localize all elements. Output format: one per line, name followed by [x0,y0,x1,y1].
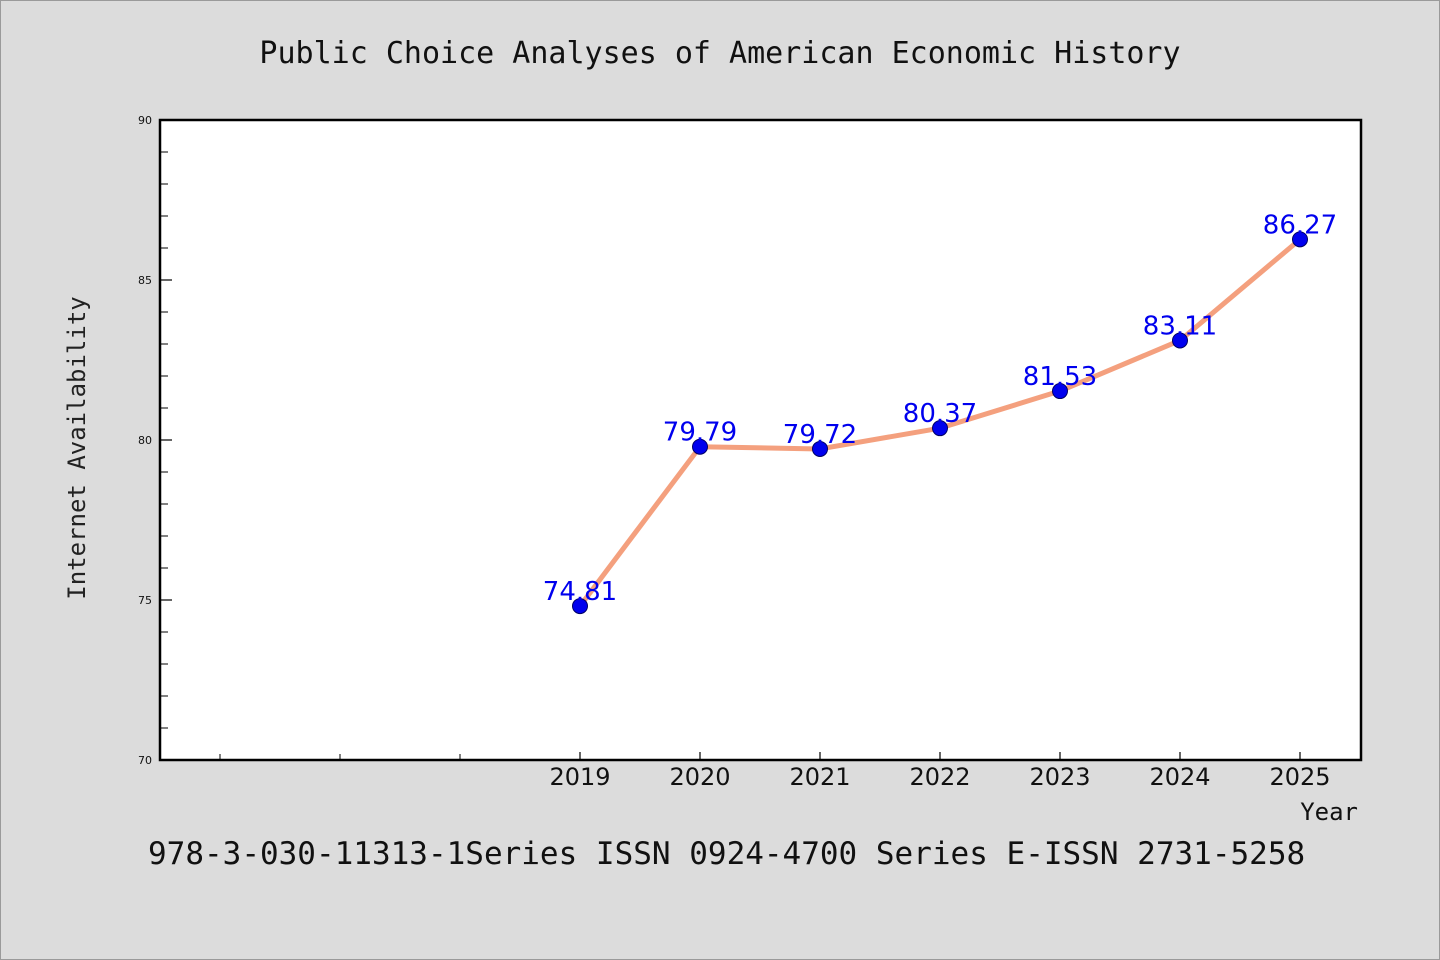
x-tick-label: 2020 [669,763,730,791]
plot-area [158,118,1363,762]
x-tick-label: 2025 [1269,763,1330,791]
data-point [1052,383,1068,400]
data-label: 86.27 [1263,210,1337,240]
y-tick-label: 90 [138,114,152,127]
y-tick-label: 80 [138,434,152,447]
y-tick-label: 75 [138,594,152,607]
data-point [572,598,588,615]
data-label: 79.79 [663,418,737,448]
y-axis-label: Internet Availability [63,296,91,599]
y-tick-label: 85 [138,274,152,287]
data-point [932,420,948,437]
data-point [692,438,708,455]
data-point [1292,231,1308,248]
data-point [1172,332,1188,349]
data-label: 83.11 [1143,311,1217,341]
x-tick-label: 2019 [549,763,610,791]
series-layer: 74.81 79.79 79.72 80.37 81.53 83.11 86.27 [543,210,1337,615]
data-label: 74.81 [543,577,617,607]
chart-title: Public Choice Analyses of American Econo… [259,36,1180,71]
data-label: 81.53 [1023,362,1097,392]
x-tick-label: 2022 [909,763,970,791]
data-label: 80.37 [903,399,977,429]
x-tick-label: 2021 [789,763,850,791]
data-point [812,440,828,457]
x-tick-label: 2024 [1149,763,1210,791]
y-axis: 70 75 80 85 90 [138,114,172,767]
x-axis-label: Year [1300,798,1358,826]
footer-isbn: 978-3-030-11313-1Series ISSN 0924-4700 S… [148,836,1305,872]
x-tick-label: 2023 [1029,763,1090,791]
y-tick-label: 70 [138,754,152,767]
data-label: 79.72 [783,420,857,450]
x-axis: 2019 2020 2021 2022 2023 2024 2025 [219,752,1331,791]
